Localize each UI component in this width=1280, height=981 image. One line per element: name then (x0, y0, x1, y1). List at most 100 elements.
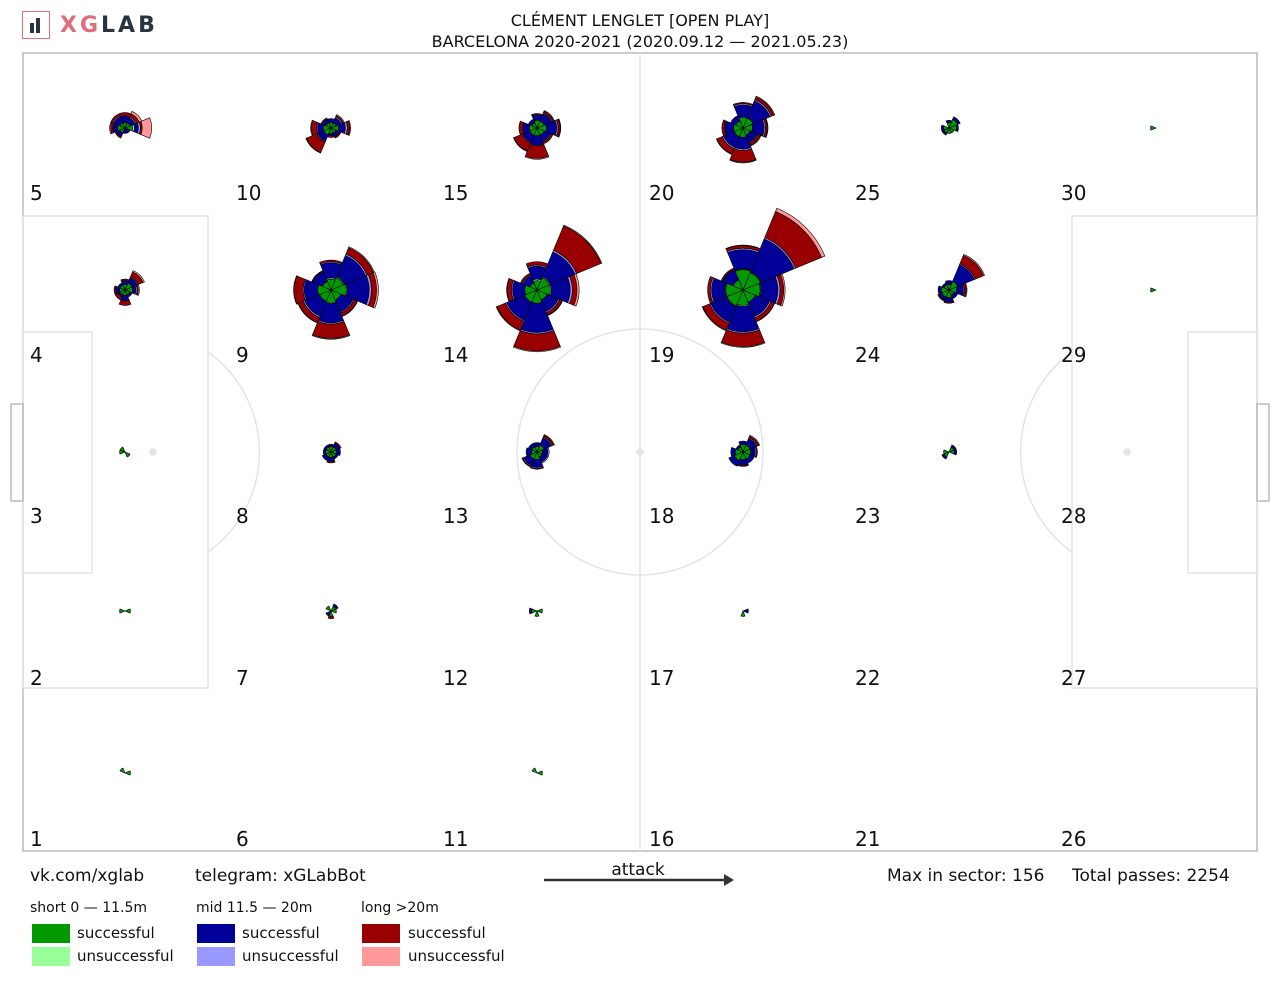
pass-sonar-zone-30 (1150, 125, 1157, 131)
zone-label-15: 15 (443, 181, 468, 205)
sonar-wedge-zone-20-dir-S-seg-5 (729, 159, 757, 164)
sonar-wedge-zone-1-dir-E-seg-0 (124, 770, 131, 776)
sonar-wedge-zone-5-dir-NE-seg-5 (130, 110, 143, 123)
pass-sonar-zone-5 (109, 110, 152, 139)
sonar-wedge-zone-7-dir-NE-seg-2 (332, 603, 339, 610)
sonar-wedge-zone-25-dir-SE-seg-0 (948, 127, 955, 134)
sonar-wedge-zone-4-dir-NE-seg-5 (132, 270, 145, 283)
zone-label-30: 30 (1061, 181, 1086, 205)
zone-label-9: 9 (236, 343, 249, 367)
right-six-yard-box (1187, 331, 1258, 574)
sonar-wedge-zone-3-dir-W-seg-0 (119, 449, 126, 455)
zone-label-16: 16 (649, 827, 674, 851)
sonar-wedge-zone-24-dir-SE-seg-2 (950, 291, 959, 300)
sonar-wedge-zone-13-dir-NE-seg-5 (543, 434, 555, 446)
pass-sonar-zone-23 (941, 444, 957, 460)
pass-sonar-zone-3 (119, 446, 131, 458)
zone-label-22: 22 (855, 666, 880, 690)
sonar-wedge-zone-19-dir-S-seg-5 (720, 341, 766, 348)
sonar-wedge-zone-14-dir-SE-seg-5 (547, 300, 564, 317)
left-penalty-spot (149, 448, 157, 456)
sonar-wedge-zone-8-dir-SE-seg-2 (332, 453, 339, 460)
brand-wordmark: XGLAB (60, 12, 158, 38)
chart-title-line1: CLÉMENT LENGLET [OPEN PLAY] (510, 11, 770, 30)
legend-swatch-short-unsuccessful (32, 947, 70, 966)
zone-label-6: 6 (236, 827, 249, 851)
legend-swatch-mid-successful (197, 924, 235, 943)
sonar-wedge-zone-20-dir-NE-seg-5 (755, 95, 776, 116)
zone-label-12: 12 (443, 666, 468, 690)
left-goal (10, 403, 24, 502)
vk-link: vk.com/xglab (30, 866, 145, 886)
sonar-wedge-zone-20-dir-N-seg-4 (732, 102, 754, 106)
pitch-lines (10, 52, 1270, 852)
legend-label-mid-unsuccessful: unsuccessful (242, 947, 339, 965)
pass-sonar-zone-7 (325, 603, 339, 619)
sonar-wedge-zone-5-dir-SE-seg-2 (124, 127, 131, 134)
pass-sonar-zone-2 (119, 608, 131, 614)
sonar-wedge-zone-18-dir-N-seg-2 (738, 440, 748, 446)
sonar-wedge-zone-15-dir-S-seg-5 (524, 155, 550, 160)
sonar-wedge-zone-17-dir-S-seg-0 (740, 610, 746, 617)
legend-label-long-successful: successful (408, 924, 486, 942)
sonar-wedge-zone-18-dir-SE-seg-2 (745, 454, 755, 464)
zone-label-26: 26 (1061, 827, 1086, 851)
chart-title: CLÉMENT LENGLET [OPEN PLAY] BARCELONA 20… (0, 10, 1280, 52)
right-penalty-spot (1123, 448, 1131, 456)
sonar-wedge-zone-12-dir-E-seg-0 (536, 608, 543, 614)
pass-sonar-zone-10 (305, 114, 351, 154)
zone-label-10: 10 (236, 181, 261, 205)
legend-label-mid-successful: successful (242, 924, 320, 942)
pass-sonar-zone-4 (113, 270, 145, 306)
sonar-wedge-zone-14-dir-NE-seg-5 (563, 224, 603, 264)
sonar-wedge-zone-10-dir-SE-seg-4 (334, 131, 342, 139)
zone-label-28: 28 (1061, 504, 1086, 528)
max-in-sector: Max in sector: 156 (887, 866, 1045, 886)
total-passes: Total passes: 2254 (1072, 866, 1230, 886)
pass-sonar-zone-11 (531, 767, 543, 776)
sonar-wedge-zone-18-dir-SW-seg-2 (728, 455, 740, 467)
legend-long-head: long >20m (361, 900, 439, 916)
sonar-wedge-zone-15-dir-SE-seg-4 (542, 133, 554, 145)
zone-label-11: 11 (443, 827, 468, 851)
telegram-link: telegram: xGLabBot (195, 866, 366, 886)
zone-label-13: 13 (443, 504, 468, 528)
sonar-wedge-zone-29-dir-W-seg-0 (1150, 287, 1157, 293)
zone-label-14: 14 (443, 343, 468, 367)
sonar-wedge-zone-5-dir-W-seg-5 (109, 121, 113, 135)
sonar-wedge-zone-24-dir-NE-seg-5 (962, 254, 985, 277)
sonar-wedge-zone-7-dir-S-seg-4 (327, 615, 335, 619)
attack-label: attack (611, 860, 665, 880)
sonar-wedge-zone-5-dir-SW-seg-4 (114, 131, 122, 139)
legend-mid-head: mid 11.5 — 20m (196, 900, 313, 916)
center-spot (636, 448, 644, 456)
sonar-wedge-zone-8-dir-NE-seg-4 (334, 441, 342, 449)
pass-sonar-zone-14 (495, 224, 603, 353)
sonar-wedge-zone-25-dir-SW-seg-2 (941, 129, 948, 136)
chart-logo-icon (22, 11, 50, 39)
legend-label-long-unsuccessful: unsuccessful (408, 947, 505, 965)
right-penalty-arc (1019, 351, 1073, 553)
zone-label-7: 7 (236, 666, 249, 690)
zone-label-20: 20 (649, 181, 674, 205)
sonar-wedge-zone-7-dir-NW-seg-0 (325, 605, 332, 612)
sonar-wedge-zone-24-dir-S-seg-4 (943, 300, 955, 304)
sonar-wedge-zone-2-dir-E-seg-0 (124, 608, 131, 614)
sonar-wedge-zone-15-dir-N-seg-4 (531, 113, 543, 117)
sonar-wedge-zone-12-dir-W-seg-2 (529, 607, 533, 615)
zone-label-27: 27 (1061, 666, 1086, 690)
sonar-wedge-zone-9-dir-NE-seg-5 (348, 246, 375, 273)
sonar-wedge-zone-3-dir-SE-seg-0 (124, 451, 131, 458)
sonar-wedge-zone-30-dir-W-seg-0 (1150, 125, 1157, 131)
pass-sonar-zone-19 (701, 207, 826, 348)
pass-sonar-zone-8 (321, 441, 342, 464)
sonar-wedge-zone-18-dir-S-seg-4 (737, 463, 749, 467)
pass-sonar-zone-20 (715, 95, 776, 164)
zone-label-2: 2 (30, 666, 43, 690)
sonar-wedge-zone-10-dir-SW-seg-5 (305, 137, 322, 154)
sonar-wedge-zone-10-dir-NE-seg-5 (335, 114, 345, 124)
sonar-wedge-zone-10-dir-E-seg-5 (348, 120, 351, 136)
left-penalty-arc (207, 351, 261, 553)
sonar-wedge-zone-9-dir-S-seg-5 (311, 334, 351, 340)
